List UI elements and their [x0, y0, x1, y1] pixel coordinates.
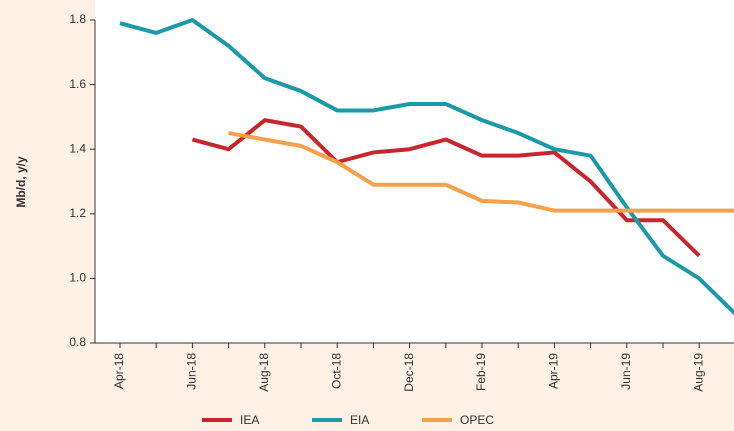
- series-line: [119, 18, 734, 316]
- x-tick-label: Apr-18: [112, 353, 126, 389]
- x-tick-label: Jun-18: [185, 353, 199, 390]
- legend-label: EIA: [350, 413, 369, 427]
- y-tick-label: 1.8: [69, 12, 86, 26]
- x-tick-label: Oct-18: [329, 353, 343, 389]
- x-tick-label: Jun-19: [619, 353, 633, 390]
- x-tick-label: Feb-19: [474, 353, 488, 391]
- y-tick-label: 1.0: [69, 271, 86, 285]
- legend-label: IEA: [240, 413, 259, 427]
- legend-label: OPEC: [460, 413, 494, 427]
- lines: [119, 18, 734, 316]
- y-tick-label: 1.4: [69, 141, 86, 155]
- y-axis-label: Mb/d, y/y: [14, 156, 28, 208]
- plot-area: [95, 0, 734, 343]
- x-tick-label: Aug-19: [691, 353, 705, 392]
- y-tick-label: 1.6: [69, 77, 86, 91]
- y-tick-label: 0.8: [69, 335, 86, 349]
- y-tick-label: 1.2: [69, 206, 86, 220]
- x-tick-label: Aug-18: [257, 353, 271, 392]
- series-line: [191, 118, 701, 258]
- x-tick-label: Apr-19: [547, 353, 561, 389]
- x-tick-label: Dec-18: [402, 353, 416, 392]
- series-line: [228, 131, 734, 213]
